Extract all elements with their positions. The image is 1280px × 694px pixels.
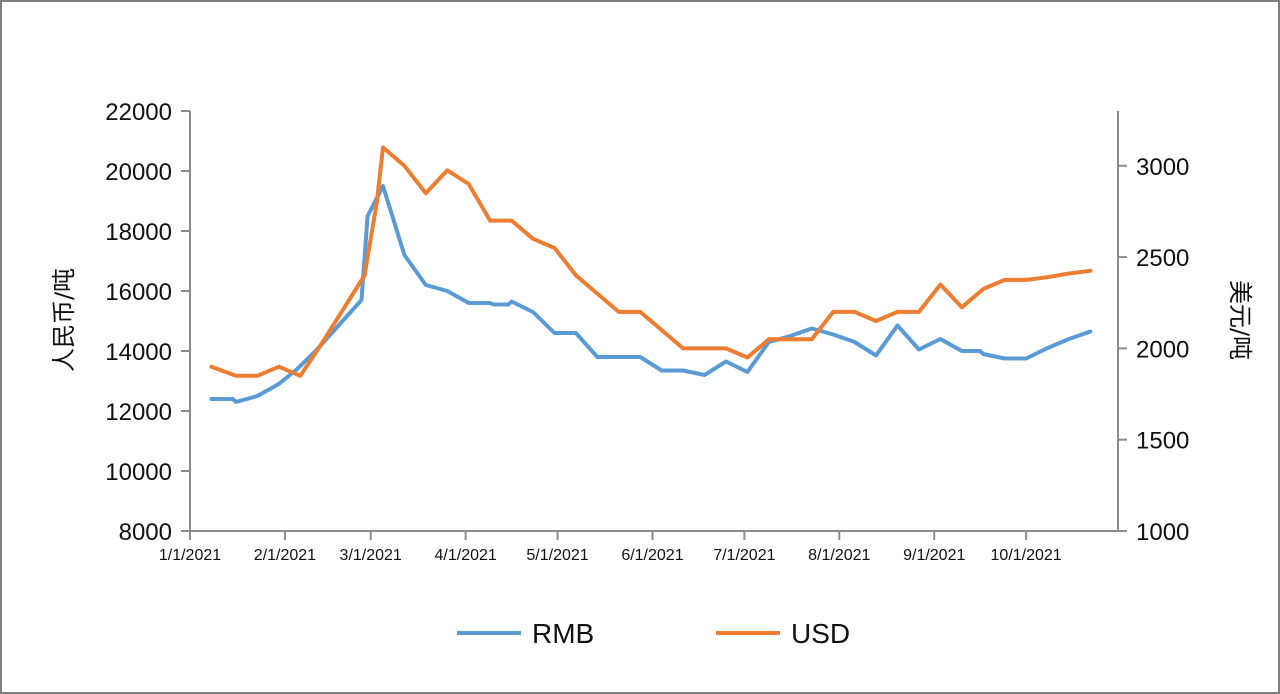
y-left-tick-label: 22000 (105, 99, 172, 126)
x-tick-label: 9/1/2021 (903, 547, 965, 564)
series-line-usd (209, 145, 1093, 378)
x-tick-label: 10/1/2021 (991, 547, 1062, 564)
legend-label-rmb: RMB (532, 618, 594, 649)
ticks: 8000 10000 12000 14000 16000 18000 20000 22000 1… (105, 99, 1189, 564)
series-lines (209, 145, 1093, 404)
x-tick-label: 7/1/2021 (713, 547, 775, 564)
y-axis-left-title: 人民币/吨 (50, 268, 78, 372)
y-axis-right-title: 美元/吨 (1226, 280, 1254, 360)
y-left-tick-label: 12000 (105, 399, 172, 426)
x-tick-label: 2/1/2021 (254, 547, 316, 564)
x-tick-label: 5/1/2021 (526, 547, 588, 564)
y-left-tick-label: 16000 (105, 279, 172, 306)
series-line-rmb (209, 184, 1093, 404)
y-left-tick-label: 14000 (105, 339, 172, 366)
y-left-tick-label: 20000 (105, 159, 172, 186)
x-tick-label: 1/1/2021 (159, 547, 221, 564)
y-left-tick-label: 18000 (105, 219, 172, 246)
y-right-tick-label: 3000 (1136, 154, 1189, 181)
x-tick-label: 6/1/2021 (621, 547, 683, 564)
y-right-tick-label: 2500 (1136, 245, 1189, 272)
axes (189, 111, 1119, 532)
y-left-tick-label: 8000 (119, 519, 172, 546)
x-tick-label: 4/1/2021 (435, 547, 497, 564)
y-right-tick-label: 1000 (1136, 519, 1189, 546)
legend: RMB USD (457, 618, 850, 649)
y-right-tick-label: 2000 (1136, 336, 1189, 363)
y-left-tick-label: 10000 (105, 459, 172, 486)
y-right-tick-label: 1500 (1136, 428, 1189, 455)
legend-label-usd: USD (791, 618, 850, 649)
x-tick-label: 8/1/2021 (808, 547, 870, 564)
x-tick-label: 3/1/2021 (340, 547, 402, 564)
